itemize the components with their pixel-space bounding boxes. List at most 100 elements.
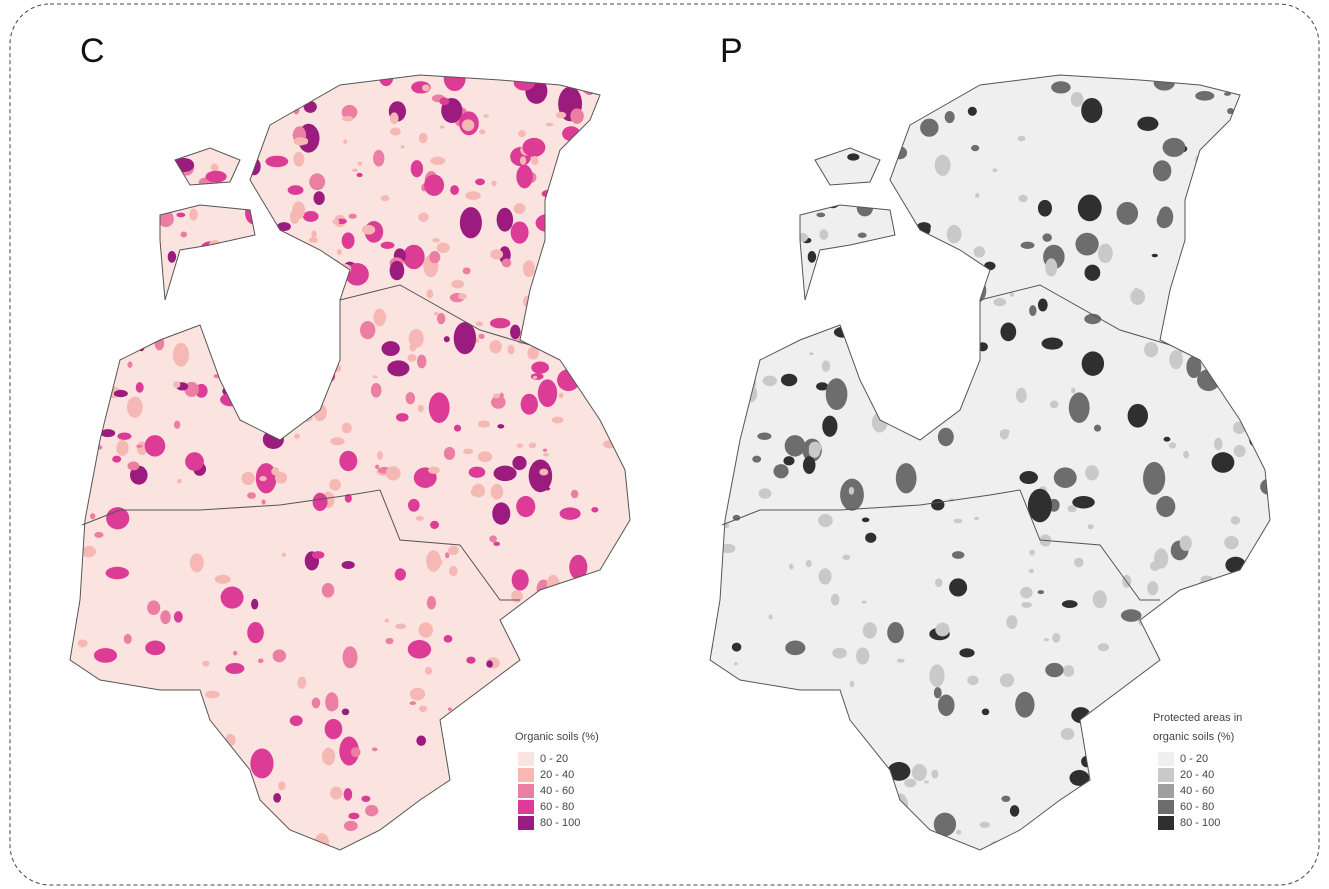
patch — [605, 814, 614, 818]
patch — [757, 433, 771, 440]
patch — [612, 725, 624, 742]
patch — [358, 161, 362, 165]
patch — [68, 473, 74, 479]
patch — [920, 237, 934, 250]
patch — [507, 345, 514, 355]
patch — [1186, 844, 1200, 854]
patch — [106, 567, 129, 579]
patch — [348, 813, 359, 820]
patch — [448, 546, 459, 555]
patch — [865, 533, 876, 543]
patch — [127, 159, 142, 172]
patch — [263, 841, 269, 847]
patch — [266, 337, 280, 351]
patch — [437, 242, 450, 253]
patch — [492, 502, 510, 524]
patch — [585, 220, 594, 228]
patch — [734, 79, 745, 94]
patch — [230, 256, 235, 262]
patch — [96, 764, 111, 787]
patch — [1093, 590, 1107, 608]
patch — [62, 818, 85, 838]
patch — [968, 107, 977, 116]
patch — [531, 156, 538, 165]
patch — [490, 318, 510, 328]
legend-swatch — [518, 784, 534, 798]
patch — [809, 442, 822, 454]
patch — [206, 171, 227, 183]
patch — [561, 285, 575, 293]
legend-swatch — [518, 800, 534, 814]
patch — [495, 795, 514, 820]
patch — [847, 153, 859, 160]
patch — [117, 433, 131, 440]
patch — [247, 158, 261, 176]
patch — [319, 844, 324, 849]
patch — [247, 492, 256, 499]
patch — [275, 472, 287, 484]
patch — [576, 240, 587, 253]
patch — [135, 263, 142, 267]
patch — [132, 227, 143, 239]
patch — [706, 731, 715, 738]
patch — [776, 779, 798, 810]
patch — [1240, 745, 1248, 755]
patch — [145, 271, 152, 276]
patch — [603, 440, 616, 448]
patch — [393, 831, 400, 838]
patch — [512, 569, 529, 590]
patch — [181, 825, 190, 835]
patch — [1000, 323, 1016, 342]
patch — [887, 622, 904, 643]
patch — [432, 238, 440, 242]
patch — [100, 732, 118, 745]
patch — [136, 127, 149, 139]
legend-label: 0 - 20 — [540, 753, 568, 765]
patch — [715, 118, 734, 128]
patch — [956, 830, 961, 835]
panel-label: C — [80, 32, 105, 70]
patch — [591, 507, 598, 512]
patch — [753, 79, 762, 85]
patch — [1028, 489, 1052, 523]
patch — [858, 233, 867, 238]
patch — [811, 82, 828, 105]
patch — [419, 133, 428, 143]
patch — [375, 465, 379, 469]
patch — [494, 466, 517, 481]
patch — [1260, 433, 1269, 439]
patch — [449, 566, 457, 576]
patch — [463, 267, 471, 274]
patch — [1105, 786, 1120, 796]
patch — [322, 748, 335, 766]
patch — [342, 232, 355, 249]
patch — [71, 691, 84, 711]
patch — [124, 634, 132, 644]
patch — [547, 308, 553, 316]
patch — [211, 164, 219, 172]
patch — [405, 392, 415, 404]
patch — [337, 249, 342, 255]
patch — [425, 667, 432, 675]
patch — [342, 561, 355, 569]
patch — [188, 82, 200, 92]
patch — [1137, 117, 1158, 131]
patch — [285, 344, 291, 347]
patch — [174, 611, 183, 622]
patch — [850, 681, 854, 687]
patch — [822, 360, 830, 371]
patch — [595, 355, 602, 363]
patch — [136, 445, 143, 448]
legend-title: organic soils (%) — [1153, 731, 1234, 743]
patch — [390, 261, 405, 280]
legend-label: 40 - 60 — [1180, 785, 1214, 797]
patch — [947, 225, 962, 244]
patch — [127, 397, 143, 418]
patch — [361, 796, 370, 802]
patch — [896, 463, 917, 493]
legend-label: 80 - 100 — [1180, 817, 1220, 829]
patch — [768, 155, 775, 164]
patch — [1045, 663, 1063, 677]
patch — [868, 263, 886, 281]
patch — [793, 171, 800, 175]
